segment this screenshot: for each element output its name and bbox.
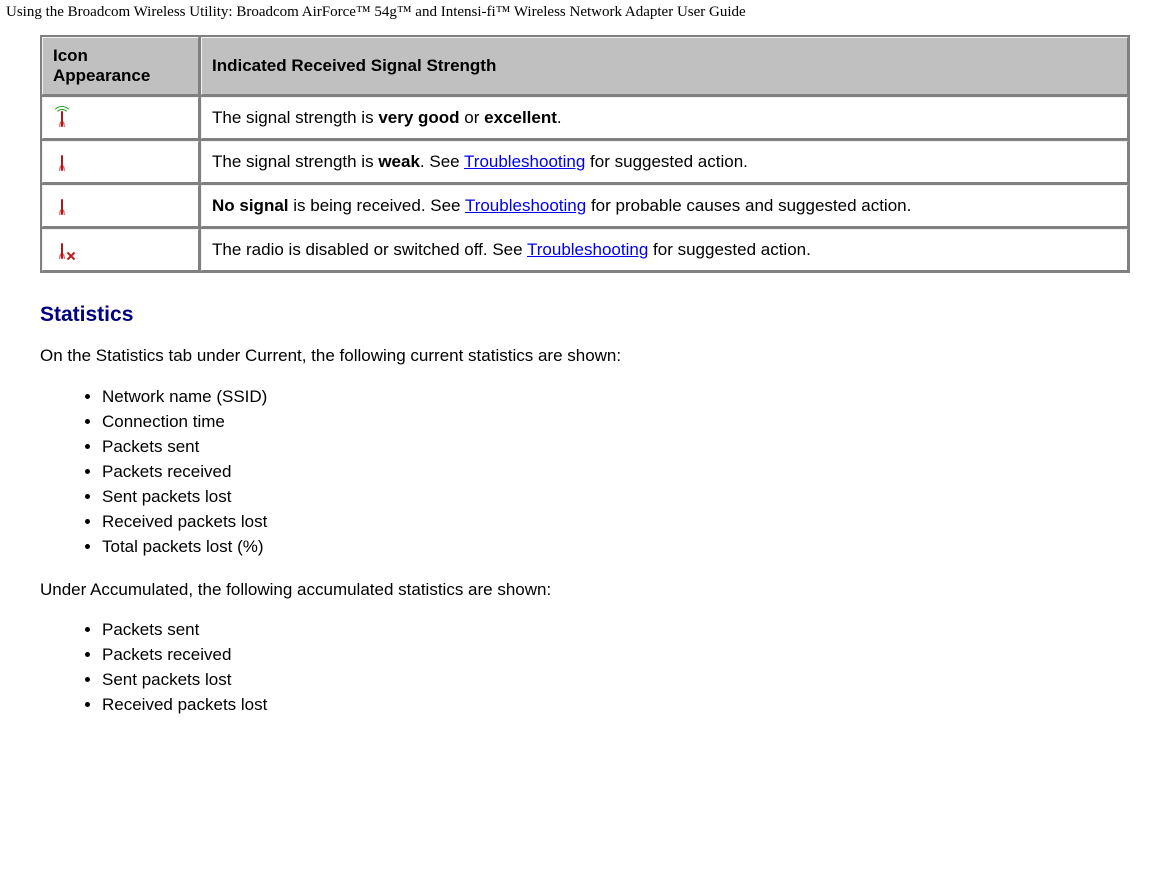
bold-text: very good [378, 108, 459, 127]
statistics-current-intro: On the Statistics tab under Current, the… [40, 345, 1130, 368]
troubleshooting-link[interactable]: Troubleshooting [527, 240, 648, 259]
bold-text: No signal [212, 196, 289, 215]
list-item: Packets received [102, 461, 1130, 484]
description-cell: No signal is being received. See Trouble… [201, 185, 1128, 227]
page-header: Using the Broadcom Wireless Utility: Bro… [0, 0, 1170, 35]
list-item: Sent packets lost [102, 486, 1130, 509]
troubleshooting-link[interactable]: Troubleshooting [464, 152, 585, 171]
table-row: The signal strength is weak. See Trouble… [42, 141, 1128, 183]
signal-excellent-icon [51, 105, 73, 127]
list-item: Packets sent [102, 619, 1130, 642]
statistics-accumulated-intro: Under Accumulated, the following accumul… [40, 579, 1130, 602]
header-title: Using the Broadcom Wireless Utility: Bro… [6, 4, 746, 20]
col-header-icon: Icon Appearance [42, 37, 199, 95]
icon-cell [42, 185, 199, 227]
description-cell: The signal strength is weak. See Trouble… [201, 141, 1128, 183]
icon-cell [42, 97, 199, 139]
icon-cell [42, 141, 199, 183]
signal-none-icon [51, 193, 73, 215]
list-item: Connection time [102, 411, 1130, 434]
current-stats-list: Network name (SSID)Connection timePacket… [40, 386, 1130, 559]
description-cell: The signal strength is very good or exce… [201, 97, 1128, 139]
signal-table-body: The signal strength is very good or exce… [42, 97, 1128, 271]
table-row: No signal is being received. See Trouble… [42, 185, 1128, 227]
bold-text: weak [378, 152, 420, 171]
content-area: Icon Appearance Indicated Received Signa… [0, 35, 1170, 757]
signal-weak-icon [51, 149, 73, 171]
table-row: The signal strength is very good or exce… [42, 97, 1128, 139]
list-item: Total packets lost (%) [102, 536, 1130, 559]
list-item: Packets received [102, 644, 1130, 667]
description-cell: The radio is disabled or switched off. S… [201, 229, 1128, 271]
statistics-heading: Statistics [40, 303, 1130, 327]
troubleshooting-link[interactable]: Troubleshooting [465, 196, 586, 215]
list-item: Received packets lost [102, 511, 1130, 534]
list-item: Sent packets lost [102, 669, 1130, 692]
col-header-desc: Indicated Received Signal Strength [201, 37, 1128, 95]
accumulated-stats-list: Packets sentPackets receivedSent packets… [40, 619, 1130, 717]
signal-strength-table: Icon Appearance Indicated Received Signa… [40, 35, 1130, 273]
bold-text: excellent [484, 108, 557, 127]
icon-cell [42, 229, 199, 271]
table-row: The radio is disabled or switched off. S… [42, 229, 1128, 271]
table-header-row: Icon Appearance Indicated Received Signa… [42, 37, 1128, 95]
list-item: Received packets lost [102, 694, 1130, 717]
list-item: Network name (SSID) [102, 386, 1130, 409]
list-item: Packets sent [102, 436, 1130, 459]
signal-disabled-icon [51, 237, 73, 259]
